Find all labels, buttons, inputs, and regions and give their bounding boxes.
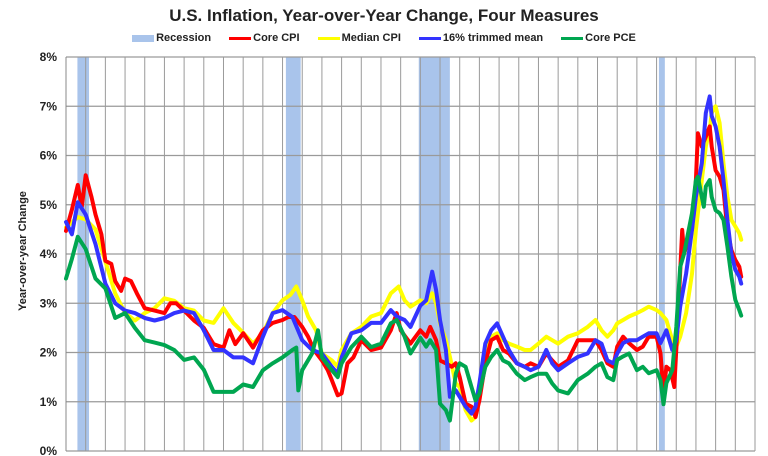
chart-title: U.S. Inflation, Year-over-Year Change, F…	[169, 6, 599, 25]
y-tick-label: 0%	[40, 444, 58, 456]
y-tick-label: 1%	[40, 395, 58, 409]
legend-swatch	[561, 36, 584, 40]
series-line-median-cpi	[64, 104, 744, 423]
y-tick-label: 5%	[40, 198, 58, 212]
legend-label: 16% trimmed mean	[442, 32, 544, 44]
series-line-core-cpi	[64, 124, 744, 419]
legend-item-recession: Recession	[132, 32, 211, 44]
y-tick-label: 4%	[40, 247, 58, 261]
legend-label: Recession	[156, 32, 212, 44]
legend: Recession Core CPI Median CPI 16% trimme…	[0, 32, 768, 44]
y-tick-label: 6%	[40, 149, 58, 163]
series-line-core-pce	[64, 174, 744, 423]
y-tick-label: 7%	[40, 99, 58, 113]
y-tick-label: 3%	[40, 296, 58, 310]
legend-item-median-cpi: Median CPI	[317, 32, 401, 44]
y-tick-label: 2%	[40, 346, 58, 360]
legend-label: Core PCE	[585, 32, 636, 44]
legend-item-core-cpi: Core CPI	[229, 32, 300, 44]
legend-swatch	[317, 36, 340, 40]
series-line-16-trimmed-mean	[64, 94, 744, 416]
legend-item-trimmed-mean: 16% trimmed mean	[418, 32, 544, 44]
legend-label: Core CPI	[253, 32, 300, 44]
legend-swatch	[229, 36, 252, 40]
legend-swatch	[132, 34, 155, 42]
legend-item-core-pce: Core PCE	[561, 32, 636, 44]
y-tick-label: 8%	[40, 50, 58, 64]
legend-swatch	[418, 36, 441, 40]
legend-label: Median CPI	[341, 32, 401, 44]
